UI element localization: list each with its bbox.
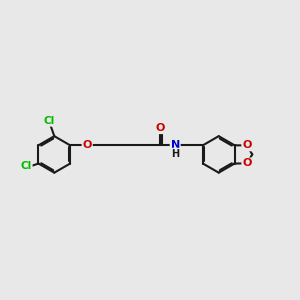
Text: Cl: Cl	[44, 116, 55, 126]
Text: O: O	[155, 123, 165, 133]
Text: N: N	[171, 140, 180, 150]
Text: O: O	[242, 158, 252, 168]
Text: O: O	[82, 140, 92, 150]
Text: O: O	[242, 140, 252, 150]
Text: H: H	[171, 148, 179, 158]
Text: Cl: Cl	[20, 161, 32, 172]
